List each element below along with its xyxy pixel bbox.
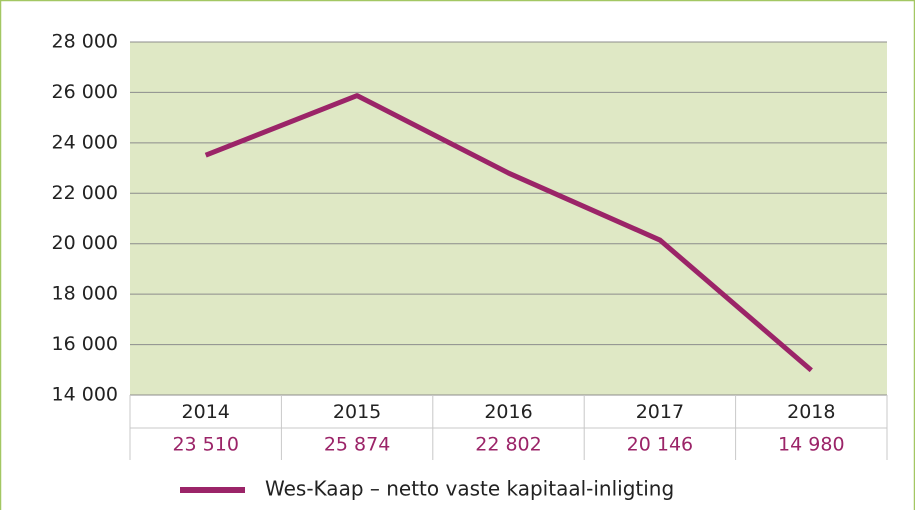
line-series bbox=[204, 93, 813, 373]
x-tick-label: 2014 bbox=[182, 401, 230, 423]
x-tick-label: 2016 bbox=[484, 401, 532, 423]
value-label: 25 874 bbox=[324, 434, 390, 456]
x-tick-label: 2015 bbox=[333, 401, 381, 423]
y-tick-label: 20 000 bbox=[52, 232, 118, 254]
legend-label: Wes-Kaap – netto vaste kapitaal-inligtin… bbox=[265, 477, 674, 501]
y-tick-label: 24 000 bbox=[52, 131, 118, 153]
x-tick-label: 2017 bbox=[636, 401, 684, 423]
y-tick-label: 14 000 bbox=[52, 384, 118, 406]
value-label: 20 146 bbox=[627, 434, 693, 456]
x-tick-label: 2018 bbox=[787, 401, 835, 423]
plot-area bbox=[130, 42, 887, 395]
y-tick-label: 26 000 bbox=[52, 81, 118, 103]
y-tick-label: 22 000 bbox=[52, 182, 118, 204]
value-label: 23 510 bbox=[172, 434, 238, 456]
value-label: 22 802 bbox=[475, 434, 541, 456]
y-tick-label: 16 000 bbox=[52, 333, 118, 355]
value-label: 14 980 bbox=[778, 434, 844, 456]
y-tick-label: 28 000 bbox=[52, 31, 118, 53]
y-tick-label: 18 000 bbox=[52, 283, 118, 305]
